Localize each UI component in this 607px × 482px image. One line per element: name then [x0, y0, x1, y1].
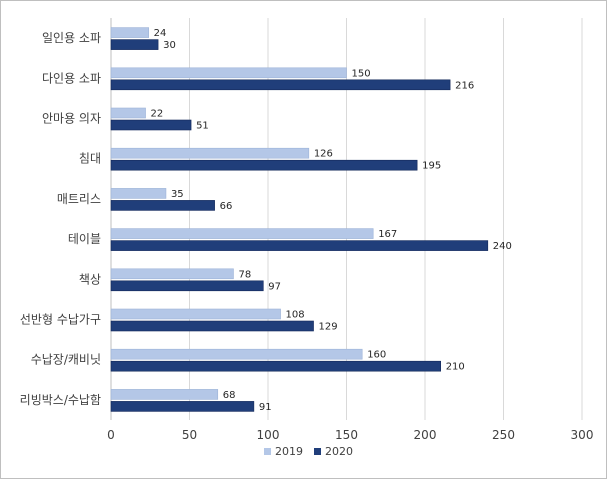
legend-swatch-2019 [264, 448, 271, 455]
bar-2019 [110, 188, 167, 199]
data-label: 240 [493, 241, 512, 252]
data-label: 129 [319, 322, 338, 333]
bar-2020 [110, 320, 314, 332]
x-tick-label: 300 [571, 428, 594, 442]
x-tick-label: 250 [492, 428, 515, 442]
bar-2019 [110, 228, 374, 239]
bar-2020 [110, 119, 192, 131]
data-label: 51 [196, 121, 209, 132]
data-label: 108 [286, 310, 305, 321]
category-label: 선반형 수납가구 [20, 313, 101, 327]
data-label: 30 [163, 40, 176, 51]
data-label: 68 [223, 390, 236, 401]
legend: 2019 2020 [264, 445, 353, 458]
bar-2020 [110, 280, 264, 292]
data-label: 150 [352, 68, 371, 79]
x-tick-label: 150 [335, 428, 358, 442]
bar-2019 [110, 107, 146, 119]
data-label: 195 [422, 161, 441, 172]
bar-2020 [110, 39, 159, 50]
x-tick-label: 100 [257, 428, 280, 442]
bar-2020 [110, 360, 442, 372]
data-label: 126 [314, 149, 333, 160]
data-label: 91 [259, 402, 272, 413]
bar-2019 [110, 348, 363, 360]
x-tick-label: 0 [107, 428, 115, 442]
bar-2020 [110, 159, 418, 171]
category-label: 테이블 [68, 232, 101, 246]
bar-2020 [110, 200, 215, 211]
x-tick-label: 50 [182, 428, 197, 442]
category-label: 안마용 의자 [42, 112, 101, 126]
data-label: 210 [446, 362, 465, 373]
bar-2019 [110, 67, 347, 79]
data-label: 22 [151, 109, 164, 120]
x-tick-label: 200 [414, 428, 437, 442]
category-label: 리빙박스/수납함 [20, 393, 101, 407]
data-label: 167 [378, 229, 397, 240]
bar-2019 [110, 268, 234, 280]
legend-label: 2020 [325, 445, 353, 458]
bar-2020 [110, 79, 451, 91]
data-label: 160 [367, 350, 386, 361]
category-label: 매트리스 [57, 192, 101, 206]
data-label: 66 [220, 201, 233, 212]
bar-2019 [110, 389, 219, 400]
gridlines [110, 18, 583, 420]
bar-2020 [110, 240, 489, 251]
bar-2019 [110, 27, 149, 38]
bar-2019 [110, 147, 310, 159]
category-label: 일인용 소파 [42, 31, 101, 45]
bars [110, 27, 489, 412]
data-label: 216 [455, 80, 474, 91]
category-label: 침대 [79, 152, 101, 166]
bar-2019 [110, 308, 281, 320]
bar-2020 [110, 401, 255, 412]
data-label: 35 [171, 189, 184, 200]
data-label: 78 [238, 269, 251, 280]
category-label: 다인용 소파 [42, 71, 101, 85]
category-label: 수납장/캐비닛 [31, 353, 101, 367]
legend-label: 2019 [275, 445, 303, 458]
data-label: 24 [154, 28, 167, 39]
data-label: 97 [268, 281, 281, 292]
legend-swatch-2020 [314, 448, 321, 455]
category-label: 책상 [79, 271, 101, 286]
